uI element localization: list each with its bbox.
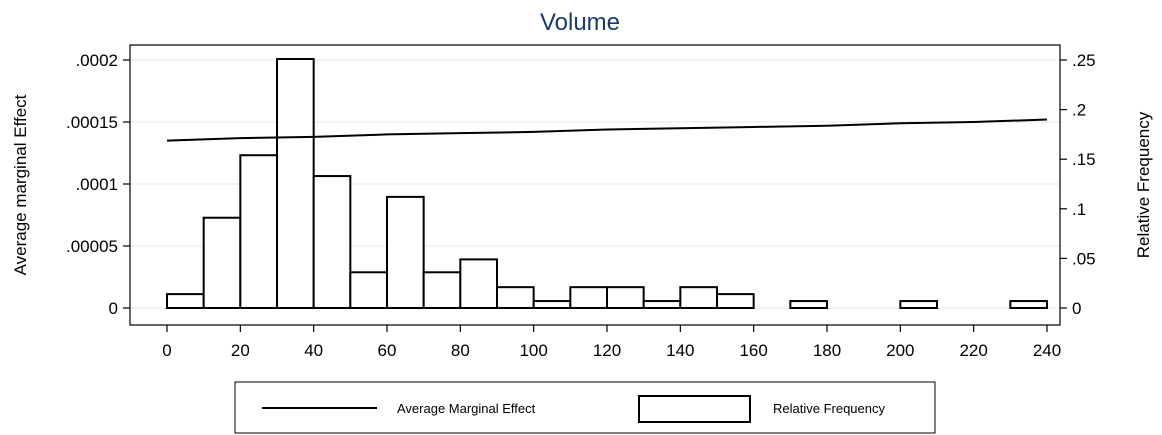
- chart-title: Volume: [540, 9, 620, 36]
- line-layer: [166, 118, 1048, 142]
- x-tick-label: 120: [593, 341, 621, 360]
- legend: Average Marginal Effect Relative Frequen…: [234, 381, 936, 434]
- y-right-tick-label: 0: [1072, 299, 1081, 318]
- bar-layer: [166, 58, 1048, 310]
- histogram-bar: [1009, 300, 1048, 309]
- histogram-bar: [459, 258, 499, 309]
- y-left-axis-title: Average marginal Effect: [11, 94, 30, 275]
- legend-bar-swatch: [638, 395, 751, 423]
- histogram-bar: [312, 175, 352, 309]
- histogram-bar: [606, 286, 645, 309]
- x-tick-label: 160: [739, 341, 767, 360]
- histogram-bar: [349, 271, 389, 309]
- marginal-effect-line: [166, 118, 1048, 142]
- plot-frame: [129, 44, 1061, 326]
- y-left-tick-label: .0002: [75, 51, 118, 70]
- histogram-bar: [422, 271, 462, 309]
- legend-label-relative-frequency: Relative Frequency: [773, 401, 885, 416]
- y-left-tick-label: .00005: [66, 237, 118, 256]
- histogram-bar: [899, 300, 938, 309]
- histogram-bar: [532, 300, 572, 309]
- x-tick-label: 60: [378, 341, 397, 360]
- x-tick-label: 180: [813, 341, 841, 360]
- x-tick-label: 200: [886, 341, 914, 360]
- histogram-bar: [679, 286, 718, 309]
- y-right-tick-label: .25: [1072, 51, 1096, 70]
- y-right-tick-label: .2: [1072, 101, 1086, 120]
- histogram-bar: [789, 300, 828, 309]
- histogram-bar: [166, 293, 205, 309]
- y-left-tick-label: 0: [109, 299, 118, 318]
- y-left-tick-label: .0001: [75, 175, 118, 194]
- y-left-tick-label: .00015: [66, 113, 118, 132]
- x-tick-label: 80: [451, 341, 470, 360]
- histogram-bar: [716, 293, 755, 309]
- histogram-bar: [496, 286, 535, 309]
- x-tick-label: 240: [1033, 341, 1061, 360]
- histogram-bar: [202, 216, 242, 309]
- histogram-bar: [569, 286, 608, 309]
- x-tick-label: 0: [162, 341, 171, 360]
- histogram-bar: [642, 300, 682, 309]
- y-right-tick-label: .15: [1072, 150, 1096, 169]
- y-right-tick-label: .05: [1072, 249, 1096, 268]
- x-tick-label: 40: [304, 341, 323, 360]
- x-tick-label: 100: [519, 341, 547, 360]
- axis-layer: 0 .00005 .0001 .00015 .0002 0 .05 .1 .15 .2 .25 0 20…: [66, 51, 1096, 360]
- x-tick-label: 140: [666, 341, 694, 360]
- y-right-axis-title: Relative Frequency: [1134, 111, 1153, 258]
- histogram-bar: [386, 195, 425, 309]
- x-tick-label: 220: [959, 341, 987, 360]
- x-tick-label: 20: [231, 341, 250, 360]
- histogram-bar: [276, 58, 315, 310]
- histogram-bar: [239, 154, 278, 309]
- y-right-tick-label: .1: [1072, 200, 1086, 219]
- legend-label-marginal-effect: Average Marginal Effect: [397, 401, 536, 416]
